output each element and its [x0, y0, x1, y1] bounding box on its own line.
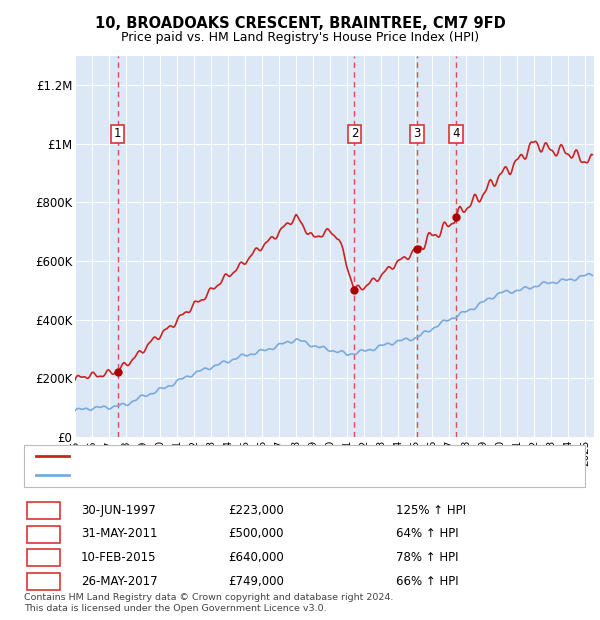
Text: 26-MAY-2017: 26-MAY-2017	[81, 575, 158, 588]
Text: 3: 3	[40, 551, 47, 564]
Text: 10, BROADOAKS CRESCENT, BRAINTREE, CM7 9FD: 10, BROADOAKS CRESCENT, BRAINTREE, CM7 9…	[95, 16, 505, 31]
Text: 31-MAY-2011: 31-MAY-2011	[81, 528, 157, 541]
Text: 1: 1	[40, 504, 47, 517]
Text: 4: 4	[452, 128, 460, 141]
Text: £640,000: £640,000	[228, 551, 284, 564]
Text: 125% ↑ HPI: 125% ↑ HPI	[396, 504, 466, 517]
Text: 10, BROADOAKS CRESCENT, BRAINTREE, CM7 9FD (detached house): 10, BROADOAKS CRESCENT, BRAINTREE, CM7 9…	[75, 451, 451, 461]
Text: Price paid vs. HM Land Registry's House Price Index (HPI): Price paid vs. HM Land Registry's House …	[121, 31, 479, 43]
Text: 2: 2	[40, 528, 47, 541]
Text: 4: 4	[40, 575, 47, 588]
Text: HPI: Average price, detached house, Braintree: HPI: Average price, detached house, Brai…	[75, 470, 328, 480]
Text: 66% ↑ HPI: 66% ↑ HPI	[396, 575, 458, 588]
Text: 78% ↑ HPI: 78% ↑ HPI	[396, 551, 458, 564]
Text: Contains HM Land Registry data © Crown copyright and database right 2024.
This d: Contains HM Land Registry data © Crown c…	[24, 593, 394, 613]
Text: 1: 1	[114, 128, 121, 141]
Text: 10-FEB-2015: 10-FEB-2015	[81, 551, 157, 564]
Text: 2: 2	[350, 128, 358, 141]
Text: 30-JUN-1997: 30-JUN-1997	[81, 504, 156, 517]
Text: £500,000: £500,000	[228, 528, 284, 541]
Text: 64% ↑ HPI: 64% ↑ HPI	[396, 528, 458, 541]
Text: £223,000: £223,000	[228, 504, 284, 517]
Text: 3: 3	[413, 128, 421, 141]
Text: £749,000: £749,000	[228, 575, 284, 588]
